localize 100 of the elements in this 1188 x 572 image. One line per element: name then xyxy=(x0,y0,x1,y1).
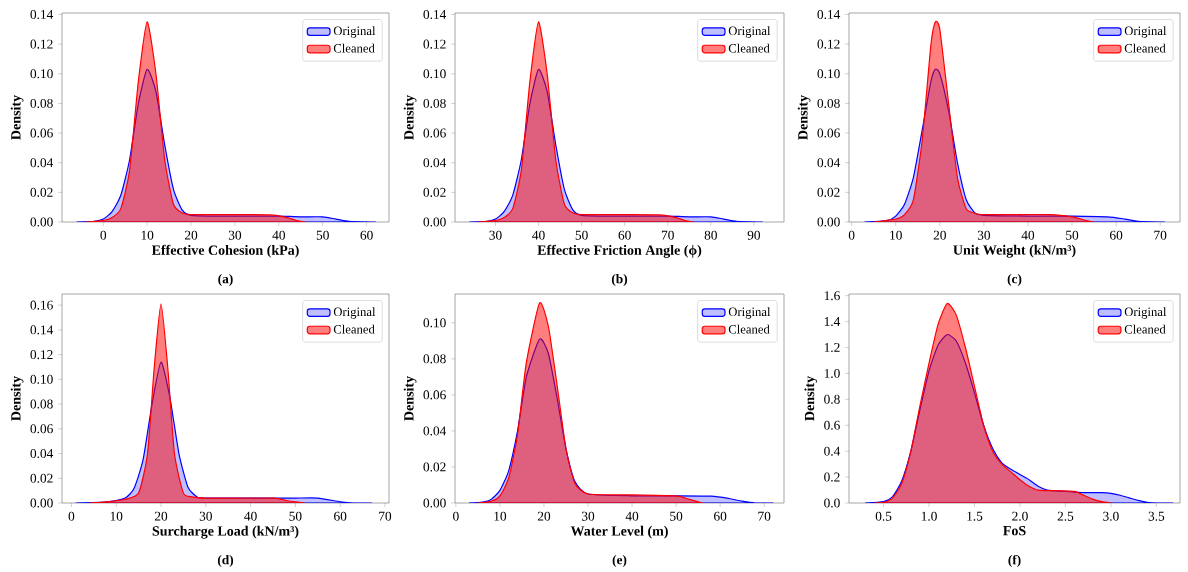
x-tick-label: 60 xyxy=(618,230,631,240)
x-tick-label: 40 xyxy=(1021,230,1035,240)
y-tick-label: 0.10 xyxy=(817,69,840,79)
x-tick-label: 40 xyxy=(625,511,639,521)
legend-label: Cleaned xyxy=(1124,43,1166,53)
y-tick-label: 0.04 xyxy=(423,426,447,436)
legend-label: Original xyxy=(728,26,771,38)
x-tick-label: 3.0 xyxy=(1103,511,1119,521)
y-tick-label: 0.14 xyxy=(817,9,841,20)
x-tick-label: 60 xyxy=(1110,230,1123,240)
y-tick-label: 0.08 xyxy=(30,399,53,409)
legend-label: Cleaned xyxy=(728,324,770,334)
x-tick-label: 30 xyxy=(228,230,242,240)
legend-label: Cleaned xyxy=(1124,324,1166,334)
text: (d) xyxy=(217,554,234,568)
x-tick-label: 1.5 xyxy=(967,511,983,521)
x-tick-label: 50 xyxy=(670,511,683,521)
y-tick-label: 0.10 xyxy=(30,374,53,384)
legend-label: Cleaned xyxy=(333,43,375,53)
x-tick-label: 30 xyxy=(199,511,212,521)
y-tick-label: 0.4 xyxy=(824,446,841,456)
y-tick-label: 0.06 xyxy=(423,128,446,138)
y-tick-label: 0.04 xyxy=(30,449,54,459)
y-tick-label: 0.02 xyxy=(30,473,53,483)
y-tick-label: 1.0 xyxy=(824,368,840,378)
text: (c) xyxy=(1007,273,1022,287)
y-tick-label: 0.8 xyxy=(824,394,840,404)
y-tick-label: 0.14 xyxy=(30,9,54,20)
y-tick-label: 0.00 xyxy=(423,498,446,508)
y-tick-label: 0.06 xyxy=(30,128,53,138)
y-tick-label: 0.08 xyxy=(423,354,446,364)
x-tick-label: 10 xyxy=(141,230,154,240)
y-axis-title: Density xyxy=(10,95,24,140)
legend-label: Original xyxy=(728,307,771,319)
x-tick-label: 40 xyxy=(244,511,257,521)
y-tick-label: 0.06 xyxy=(30,424,53,434)
x-tick-label: 30 xyxy=(489,230,502,240)
text: (b) xyxy=(611,273,628,287)
x-tick-label: 50 xyxy=(1066,230,1079,240)
y-axis-title: Density xyxy=(10,376,24,421)
y-tick-label: 0.06 xyxy=(423,390,446,400)
x-tick-label: 10 xyxy=(494,511,507,521)
x-tick-label: 90 xyxy=(747,230,761,240)
x-tick-label: 0 xyxy=(453,511,459,521)
y-axis-title: Density xyxy=(403,95,417,140)
x-tick-label: 60 xyxy=(714,511,727,521)
y-tick-label: 0.04 xyxy=(423,158,447,168)
y-tick-label: 0.10 xyxy=(30,69,53,79)
x-axis-title: Effective Friction Angle (ϕ) xyxy=(537,244,702,258)
y-tick-label: 0.00 xyxy=(30,217,53,227)
x-tick-label: 70 xyxy=(661,230,674,240)
x-axis-title: Effective Cohesion (kPa) xyxy=(151,244,299,258)
x-tick-label: 0 xyxy=(68,511,75,521)
y-tick-label: 0.14 xyxy=(423,9,447,20)
y-axis-title: Density xyxy=(403,376,417,421)
x-tick-label: 60 xyxy=(360,230,373,240)
x-tick-label: 20 xyxy=(933,230,946,240)
text: (a) xyxy=(218,273,233,287)
legend-label: Cleaned xyxy=(728,43,770,53)
text: (e) xyxy=(612,554,627,568)
y-tick-label: 0.06 xyxy=(817,128,840,138)
x-tick-label: 20 xyxy=(537,511,551,521)
x-tick-label: 50 xyxy=(316,230,329,240)
text: (f) xyxy=(1008,554,1021,568)
y-tick-label: 1.4 xyxy=(824,317,841,327)
y-tick-label: 0.08 xyxy=(817,98,840,108)
x-tick-label: 10 xyxy=(890,230,902,240)
x-tick-label: 30 xyxy=(582,511,595,521)
x-tick-label: 1.0 xyxy=(921,511,937,521)
y-tick-label: 0.02 xyxy=(817,187,840,197)
x-tick-label: 20 xyxy=(154,511,168,521)
legend-label: Original xyxy=(1124,307,1167,319)
y-tick-label: 0.00 xyxy=(30,498,53,508)
x-axis-title: Water Level (m) xyxy=(570,525,668,539)
x-tick-label: 2.0 xyxy=(1012,511,1028,521)
legend-label: Original xyxy=(1124,26,1167,38)
y-tick-label: 1.2 xyxy=(824,343,840,353)
x-axis-title: Surcharge Load (kN/m³) xyxy=(152,525,299,539)
y-tick-label: 0.2 xyxy=(824,472,840,482)
y-tick-label: 0.02 xyxy=(30,187,53,197)
x-tick-label: 70 xyxy=(1154,230,1167,240)
x-tick-label: 70 xyxy=(758,511,771,521)
x-tick-label: 20 xyxy=(184,230,198,240)
y-tick-label: 1.6 xyxy=(824,291,840,301)
legend-label: Original xyxy=(333,26,376,38)
x-tick-label: 0 xyxy=(848,230,855,240)
y-tick-label: 0.02 xyxy=(423,462,446,472)
y-tick-label: 0.04 xyxy=(817,158,841,168)
y-tick-label: 0.00 xyxy=(423,217,446,227)
x-axis-title: FoS xyxy=(1003,525,1026,536)
y-tick-label: 0.12 xyxy=(30,39,53,49)
y-tick-label: 0.12 xyxy=(30,350,53,360)
y-tick-label: 0.08 xyxy=(423,98,446,108)
x-tick-label: 80 xyxy=(704,230,717,240)
legend-label: Original xyxy=(333,307,376,319)
y-tick-label: 0.00 xyxy=(817,217,840,227)
x-tick-label: 30 xyxy=(977,230,991,240)
x-tick-label: 70 xyxy=(379,511,392,521)
y-axis-title: Density xyxy=(804,376,818,421)
x-axis-title: Unit Weight (kN/m³) xyxy=(953,244,1076,258)
